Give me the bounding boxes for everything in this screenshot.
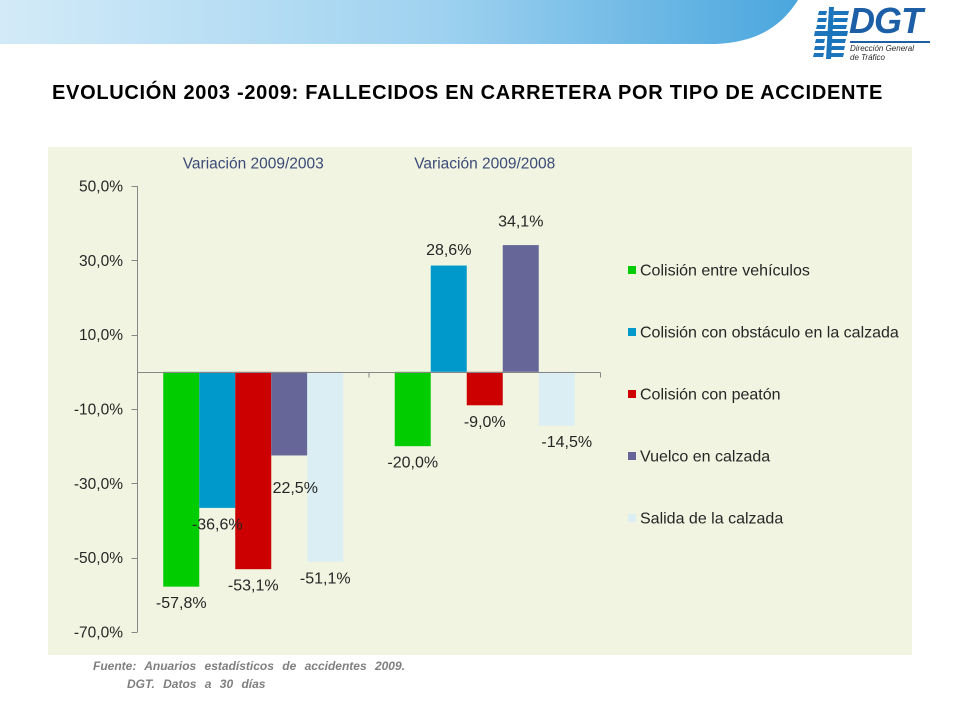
bar-chart: 50,0% 30,0% 10,0% -10,0% -30,0% -50,0% -70,0% V… — [74, 156, 899, 642]
source-line-1: Fuente: Anuarios estadísticos de acciden… — [93, 659, 405, 673]
legend-item: Vuelco en calzada — [628, 449, 770, 466]
logo-subtitle-line-1: Dirección General — [850, 44, 915, 53]
y-tick-label: -70,0% — [74, 625, 123, 642]
data-label: -14,5% — [541, 434, 592, 451]
source-line-2: DGT. Datos a 30 días — [127, 677, 266, 691]
legend-label: Colisión con obstáculo en la calzada — [640, 325, 899, 342]
bar — [394, 371, 431, 447]
category-label: Variación 2009/2003 — [183, 156, 324, 173]
legend-swatch — [628, 328, 636, 336]
series-bars — [271, 245, 539, 456]
source-note: Fuente: Anuarios estadísticos de acciden… — [93, 657, 405, 693]
y-tick-label: 50,0% — [79, 179, 123, 196]
bars — [163, 245, 575, 587]
y-tick-label: 10,0% — [79, 327, 123, 344]
data-label: -57,8% — [156, 595, 207, 612]
bar — [466, 371, 503, 406]
series-bars — [235, 371, 503, 570]
data-label: -53,1% — [228, 578, 279, 595]
data-label: 34,1% — [498, 214, 543, 231]
series-bars — [163, 371, 431, 587]
legend-label: Salida de la calzada — [640, 511, 783, 528]
legend-item: Colisión con obstáculo en la calzada — [628, 325, 899, 342]
y-tick-label: 30,0% — [79, 253, 123, 270]
category-label: Variación 2009/2008 — [414, 156, 555, 173]
series-bars — [307, 371, 575, 562]
data-label: -9,0% — [464, 414, 506, 431]
data-label: 22,5% — [273, 480, 318, 497]
legend-swatch — [628, 266, 636, 274]
data-label: 28,6% — [426, 242, 471, 259]
bar — [199, 371, 236, 508]
slide-title: EVOLUCIÓN 2003 -2009: FALLECIDOS EN CARR… — [52, 82, 884, 104]
bar — [235, 371, 272, 570]
legend-label: Colisión entre vehículos — [640, 263, 810, 280]
header-banner — [0, 0, 798, 44]
y-tick-label: -10,0% — [74, 402, 123, 419]
series-bars — [199, 265, 467, 508]
logo-wordmark: DGT — [849, 0, 923, 41]
dgt-logo: DGT Dirección General de Tráfico — [808, 0, 938, 66]
y-tick-label: -50,0% — [74, 550, 123, 567]
legend-swatch — [628, 452, 636, 460]
y-axis: 50,0% 30,0% 10,0% -10,0% -30,0% -50,0% -70,0% — [74, 179, 138, 642]
bar — [307, 371, 344, 562]
legend-label: Colisión con peatón — [640, 387, 781, 404]
data-label: -51,1% — [300, 570, 351, 587]
data-labels: -57,8% -20,0% -36,6% 28,6% -53,1% -9,0% 22,5% 3… — [156, 214, 592, 613]
legend-swatch — [628, 390, 636, 398]
legend-label: Vuelco en calzada — [640, 449, 770, 466]
bar — [502, 245, 539, 372]
logo-subtitle-line-2: de Tráfico — [850, 53, 885, 62]
dgt-emblem-icon — [813, 7, 849, 59]
bar — [271, 371, 308, 456]
data-label: -36,6% — [192, 516, 243, 533]
legend-item: Colisión entre vehículos — [628, 263, 810, 280]
legend-item: Salida de la calzada — [628, 511, 783, 528]
category-axis: Variación 2009/2003 Variación 2009/2008 — [137, 156, 601, 378]
chart-panel: 50,0% 30,0% 10,0% -10,0% -30,0% -50,0% -70,0% V… — [48, 147, 912, 655]
data-label: -20,0% — [387, 455, 438, 472]
bar — [430, 265, 467, 372]
bar — [163, 371, 200, 587]
y-tick-label: -30,0% — [74, 476, 123, 493]
logo-divider — [850, 41, 930, 43]
legend-item: Colisión con peatón — [628, 387, 781, 404]
bar — [538, 371, 575, 426]
legend: Colisión entre vehículos Colisión con obs… — [628, 263, 899, 528]
legend-swatch — [628, 514, 636, 522]
